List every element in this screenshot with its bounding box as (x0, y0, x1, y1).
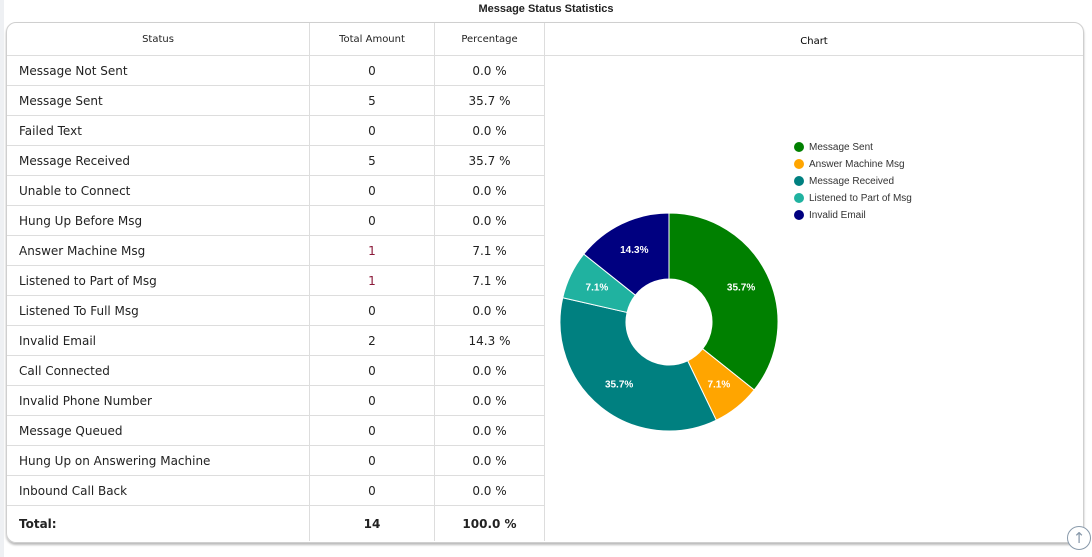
total-cell: 0 (309, 55, 435, 86)
table-row: Hung Up on Answering Machine 0 0.0 % (7, 445, 545, 476)
table-row: Message Sent 5 35.7 % (7, 85, 545, 116)
percentage-cell: 0.0 % (434, 475, 545, 506)
status-cell: Hung Up Before Msg (7, 205, 310, 236)
status-cell: Listened to Part of Msg (7, 265, 310, 296)
status-cell: Hung Up on Answering Machine (7, 445, 310, 476)
percentage-cell: 14.3 % (434, 325, 545, 356)
table-row: Message Received 5 35.7 % (7, 145, 545, 176)
legend-label: Message Sent (809, 142, 873, 153)
percentage-cell: 35.7 % (434, 85, 545, 116)
total-cell: 0 (309, 205, 435, 236)
header-percentage: Percentage (434, 23, 545, 56)
total-label: Total: (7, 505, 310, 541)
status-cell: Listened To Full Msg (7, 295, 310, 326)
percentage-cell: 0.0 % (434, 205, 545, 236)
percentage-cell: 0.0 % (434, 415, 545, 446)
page-title: Message Status Statistics (478, 3, 614, 15)
total-cell: 0 (309, 295, 435, 326)
percentage-cell: 0.0 % (434, 55, 545, 86)
legend-label: Answer Machine Msg (809, 159, 905, 170)
percentage-cell: 0.0 % (434, 115, 545, 146)
legend-dot-icon (794, 176, 804, 186)
legend-item[interactable]: Message Sent (788, 141, 913, 154)
status-table: Status Total Amount Percentage Message N… (7, 23, 545, 541)
percentage-cell: 0.0 % (434, 385, 545, 416)
percentage-cell: 0.0 % (434, 445, 545, 476)
header-status: Status (7, 23, 310, 56)
status-cell: Message Queued (7, 415, 310, 446)
total-cell: 0 (309, 385, 435, 416)
legend-label: Invalid Email (809, 210, 866, 221)
percentage-cell: 7.1 % (434, 235, 545, 266)
legend-label: Listened to Part of Msg (809, 193, 912, 204)
status-cell: Invalid Phone Number (7, 385, 310, 416)
scroll-top-button[interactable]: ↑ (1067, 526, 1091, 550)
legend-label: Message Received (809, 176, 895, 187)
table-row: Unable to Connect 0 0.0 % (7, 175, 545, 206)
total-cell: 0 (309, 445, 435, 476)
total-percentage: 100.0 % (434, 505, 545, 541)
total-cell: 1 (309, 265, 435, 296)
percentage-cell: 0.0 % (434, 355, 545, 386)
status-cell: Call Connected (7, 355, 310, 386)
arrow-up-circle-icon: ↑ (1072, 529, 1086, 547)
status-cell: Failed Text (7, 115, 310, 146)
table-row: Call Connected 0 0.0 % (7, 355, 545, 386)
total-cell: 0 (309, 415, 435, 446)
total-cell: 0 (309, 175, 435, 206)
percentage-cell: 0.0 % (434, 175, 545, 206)
total-cell: 0 (309, 475, 435, 506)
percentage-cell: 7.1 % (434, 265, 545, 296)
legend-dot-icon (794, 142, 804, 152)
table-row: Message Not Sent 0 0.0 % (7, 55, 545, 86)
chart-legend: Message Sent Answer Machine Msg Message Re… (788, 141, 913, 226)
stats-card: Status Total Amount Percentage Message N… (6, 22, 1084, 543)
table-row: Listened To Full Msg 0 0.0 % (7, 295, 545, 326)
legend-dot-icon (794, 193, 804, 203)
legend-item[interactable]: Message Received (788, 175, 913, 188)
header-chart: Chart (545, 23, 1083, 56)
table-row: Failed Text 0 0.0 % (7, 115, 545, 146)
status-cell: Message Received (7, 145, 310, 176)
total-cell: 5 (309, 85, 435, 116)
left-edge (0, 0, 4, 557)
total-row: Total: 14 100.0 % (7, 505, 545, 541)
status-cell: Answer Machine Msg (7, 235, 310, 266)
status-cell: Unable to Connect (7, 175, 310, 206)
table-row: Message Queued 0 0.0 % (7, 415, 545, 446)
header-total: Total Amount (309, 23, 435, 56)
status-cell: Message Not Sent (7, 55, 310, 86)
table-row: Answer Machine Msg 1 7.1 % (7, 235, 545, 266)
total-cell: 1 (309, 235, 435, 266)
legend-dot-icon (794, 210, 804, 220)
legend-item[interactable]: Invalid Email (788, 209, 913, 222)
table-row: Inbound Call Back 0 0.0 % (7, 475, 545, 506)
legend-dot-icon (794, 159, 804, 169)
table-row: Invalid Phone Number 0 0.0 % (7, 385, 545, 416)
total-cell: 0 (309, 115, 435, 146)
status-cell: Invalid Email (7, 325, 310, 356)
total-cell: 0 (309, 355, 435, 386)
status-cell: Message Sent (7, 85, 310, 116)
total-amount: 14 (309, 505, 435, 541)
legend-item[interactable]: Listened to Part of Msg (788, 192, 913, 205)
table-row: Listened to Part of Msg 1 7.1 % (7, 265, 545, 296)
percentage-cell: 35.7 % (434, 145, 545, 176)
legend-item[interactable]: Answer Machine Msg (788, 158, 913, 171)
total-cell: 5 (309, 145, 435, 176)
status-cell: Inbound Call Back (7, 475, 310, 506)
table-row: Invalid Email 2 14.3 % (7, 325, 545, 356)
percentage-cell: 0.0 % (434, 295, 545, 326)
total-cell: 2 (309, 325, 435, 356)
table-row: Hung Up Before Msg 0 0.0 % (7, 205, 545, 236)
